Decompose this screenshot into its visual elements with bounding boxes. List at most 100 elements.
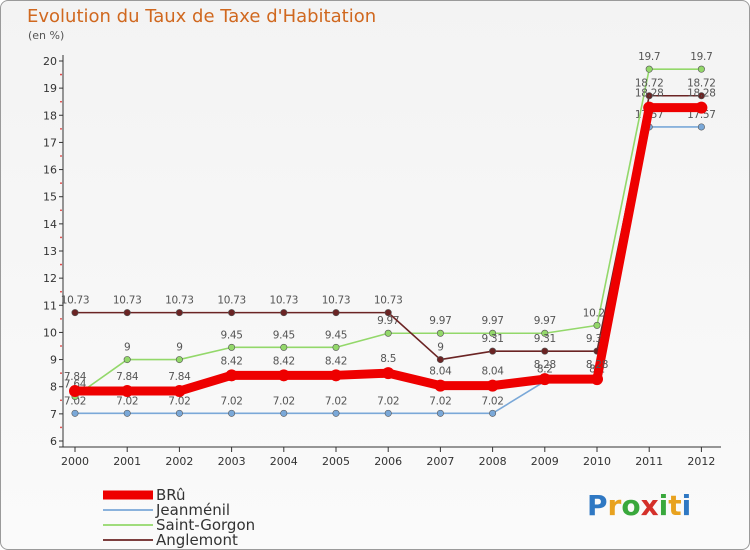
data-label: 18.72 — [687, 78, 716, 90]
data-point — [593, 321, 601, 329]
logo-letter: x — [640, 489, 659, 522]
y-tick-label: 9 — [50, 354, 57, 367]
data-point — [591, 373, 603, 386]
data-label: 8.5 — [380, 353, 396, 365]
data-label: 7.84 — [116, 371, 139, 383]
data-point — [175, 409, 183, 417]
logo-letter: t — [668, 489, 682, 522]
x-tick-label: 2007 — [426, 455, 454, 468]
data-label: 7.02 — [64, 395, 86, 407]
data-label: 7.84 — [64, 371, 87, 383]
data-label: 10.73 — [61, 295, 90, 307]
data-point — [645, 65, 653, 73]
series-line — [70, 103, 706, 396]
data-point — [280, 409, 288, 417]
data-point — [489, 409, 497, 417]
logo-letter: r — [607, 489, 622, 522]
y-minor-tick — [60, 345, 62, 347]
data-point — [175, 309, 183, 317]
data-label: 8.04 — [429, 366, 452, 378]
x-tick-label: 2001 — [113, 455, 141, 468]
data-point — [697, 92, 705, 100]
y-tick-label: 8 — [50, 381, 57, 394]
data-label: 18.28 — [635, 88, 664, 100]
y-tick-label: 12 — [43, 272, 57, 285]
data-point — [645, 92, 653, 100]
data-label: 8.2 — [537, 363, 553, 375]
data-point — [332, 343, 340, 351]
y-tick-label: 18 — [43, 109, 57, 122]
y-minor-tick — [60, 372, 62, 375]
legend-label: BRû — [156, 486, 186, 504]
data-label: 7.02 — [325, 395, 347, 407]
data-point — [228, 409, 236, 417]
data-label: 9.45 — [221, 329, 243, 341]
data-label: 7.02 — [377, 395, 399, 407]
x-tick-label: 2000 — [61, 455, 89, 468]
logo-letter: i — [681, 489, 692, 522]
data-point — [332, 409, 340, 417]
data-label: 10.73 — [374, 295, 403, 307]
x-tick-label: 2010 — [583, 455, 611, 468]
data-point — [121, 385, 134, 398]
data-point — [643, 101, 656, 114]
data-label: 8.42 — [325, 355, 347, 367]
data-label: 9.97 — [534, 315, 556, 327]
y-tick-label: 19 — [43, 82, 57, 95]
data-label: 9 — [124, 342, 130, 354]
data-label: 7.02 — [116, 395, 138, 407]
data-point — [123, 309, 131, 317]
logo-letter: i — [658, 489, 669, 522]
y-tick-label: 6 — [50, 435, 57, 448]
data-label: 7.02 — [221, 395, 243, 407]
data-point — [489, 329, 497, 337]
data-label: 8.28 — [586, 359, 608, 371]
data-point — [384, 329, 392, 337]
y-minor-tick — [60, 182, 62, 185]
y-minor-tick — [60, 73, 62, 76]
y-tick-label: 15 — [43, 191, 57, 204]
data-label: 7.02 — [273, 395, 295, 407]
data-point — [280, 309, 288, 317]
data-label: 8.04 — [482, 366, 505, 378]
data-label: 18.28 — [687, 88, 716, 100]
data-point — [436, 409, 444, 417]
proxiti-logo: Proxiti — [587, 489, 691, 522]
data-point — [384, 309, 392, 317]
data-label: 7.02 — [168, 395, 190, 407]
y-minor-tick — [60, 127, 62, 130]
data-label: 8.42 — [221, 355, 243, 367]
y-tick-label: 13 — [43, 245, 57, 258]
data-point — [695, 101, 708, 114]
y-minor-tick — [60, 236, 62, 239]
legend-label: Jeanménil — [155, 501, 230, 519]
x-tick-label: 2006 — [374, 455, 402, 468]
y-tick-label: 20 — [43, 55, 57, 68]
data-label: 10.73 — [165, 295, 194, 307]
y-minor-tick — [60, 263, 62, 266]
data-label: 7.02 — [482, 395, 504, 407]
data-label: 7.02 — [429, 395, 451, 407]
x-tick-label: 2003 — [218, 455, 246, 468]
data-point — [436, 356, 444, 364]
y-minor-tick — [60, 155, 62, 157]
data-label: 9 — [176, 342, 182, 354]
data-label: 10.73 — [217, 295, 246, 307]
y-minor-tick — [60, 426, 62, 429]
y-tick-label: 10 — [43, 326, 57, 339]
y-tick-label: 17 — [43, 136, 57, 149]
x-tick-label: 2005 — [322, 455, 350, 468]
data-point — [123, 409, 131, 417]
data-point — [69, 385, 81, 398]
x-tick-label: 2002 — [165, 455, 193, 468]
x-tick-label: 2011 — [635, 455, 663, 468]
data-label: 10.73 — [322, 295, 351, 307]
data-point — [382, 367, 395, 380]
data-label: 8.28 — [534, 359, 556, 371]
data-label: 9.97 — [377, 315, 399, 327]
y-unit-label: (en %) — [28, 29, 65, 42]
data-label: 10.73 — [113, 295, 142, 307]
y-tick-label: 11 — [43, 299, 57, 312]
